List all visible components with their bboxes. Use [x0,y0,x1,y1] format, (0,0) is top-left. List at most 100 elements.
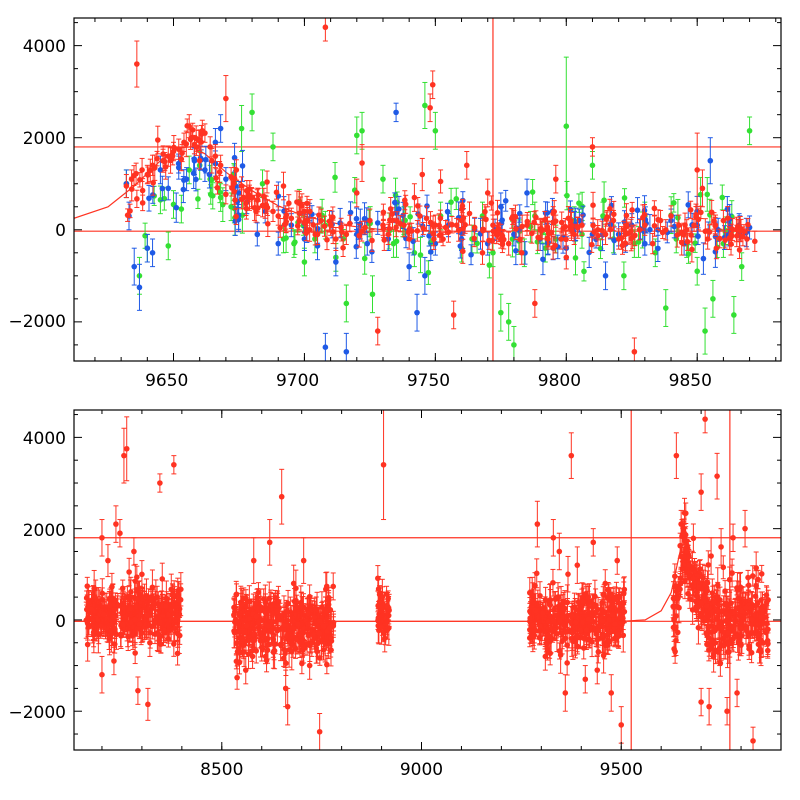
data-point [427,104,433,111]
data-point [212,139,219,146]
data-point [238,125,245,132]
data-point [343,231,350,238]
data-point [702,328,708,334]
data-point [139,200,146,206]
data-point [186,167,193,173]
data-point [238,196,245,203]
data-point [148,597,154,604]
data-point [694,268,701,275]
data-point [273,189,280,196]
data-point [233,213,239,220]
data-point [490,250,496,256]
data-point [453,222,460,229]
data-point [255,192,262,198]
data-point [324,237,330,243]
data-point [602,231,609,238]
data-point [90,629,97,636]
data-point [728,231,735,238]
data-point [744,236,750,242]
data-point [307,208,313,215]
data-point [171,641,177,647]
data-point [165,611,171,618]
data-point [505,240,512,247]
data-point [128,186,135,192]
top-y-tick-label: −2000 [8,312,66,332]
data-point [144,245,151,252]
data-point [238,183,245,189]
data-point [178,206,185,212]
data-point [191,141,198,148]
data-point [318,217,324,224]
top-y-axis-labels: −2000 0 2000 4000 [8,37,66,332]
data-point [338,229,345,235]
data-point [228,203,234,210]
data-point [84,641,91,648]
bottom-scatter-red [83,410,771,750]
bottom-panel: 8500 9000 9500 −2000 0 2000 4000 [8,409,782,780]
data-point [642,222,648,228]
data-point [280,655,287,662]
data-point [249,194,255,201]
data-point [209,157,215,164]
data-point [746,127,753,134]
data-point [391,199,398,206]
data-point [393,109,399,116]
data-point [338,224,344,231]
data-point [330,229,336,235]
data-point [657,217,664,224]
data-point [671,223,678,230]
data-point [511,231,517,238]
data-point [649,240,656,247]
data-point [687,207,694,213]
data-point [175,164,182,171]
data-point [127,208,133,214]
data-point [359,160,365,166]
top-y-tick-label: 4000 [23,37,66,57]
data-point [457,243,464,249]
data-point [162,164,169,170]
data-point [429,81,436,88]
data-point [426,232,432,239]
data-point [343,300,350,307]
data-point [175,146,182,153]
data-point [112,626,118,632]
data-point [449,221,455,228]
data-point [463,162,470,169]
data-point [244,187,250,194]
data-point [233,167,240,173]
data-point [340,245,346,251]
data-point [196,137,203,143]
data-point [574,224,581,231]
top-fit-curve [74,146,384,231]
data-point [458,217,465,224]
data-point [752,238,758,245]
data-point [589,144,596,150]
data-point [634,207,641,214]
data-point [484,190,491,196]
data-point [191,157,198,164]
data-point [262,203,268,210]
data-point [332,174,338,181]
data-point [448,199,454,205]
data-point [165,185,172,192]
data-point [288,215,295,222]
data-point [327,222,334,228]
data-point [698,209,704,216]
data-point [301,220,308,226]
data-point [136,284,143,291]
data-point [131,263,138,270]
data-point [353,243,360,250]
data-point [414,228,421,234]
data-point [249,109,255,116]
data-point [294,223,301,229]
data-point [647,226,653,233]
data-point [722,237,729,243]
data-point [468,251,474,258]
data-point [228,174,234,180]
data-point [202,130,208,136]
data-point [466,210,473,217]
data-point [455,227,462,234]
data-point [668,213,674,219]
data-point [149,250,156,256]
data-point [603,216,610,222]
